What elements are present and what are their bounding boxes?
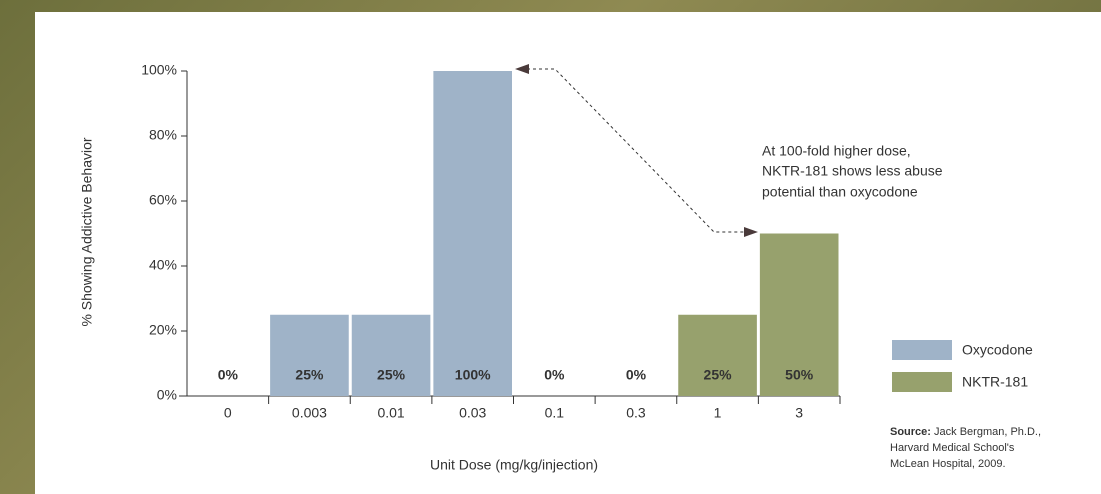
value-label: 0% xyxy=(544,367,565,383)
x-tick-label: 3 xyxy=(795,405,803,421)
y-tick-label: 80% xyxy=(149,127,177,143)
source-line: Jack Bergman, Ph.D., xyxy=(934,426,1041,438)
x-tick-label: 1 xyxy=(714,405,722,421)
x-tick-label: 0.1 xyxy=(545,405,565,421)
bar xyxy=(433,71,512,396)
source: Source: Jack Bergman, Ph.D., xyxy=(890,426,1041,438)
chart: % Showing Addictive Behavior Unit Dose (… xyxy=(0,0,1101,494)
value-label: 50% xyxy=(785,367,814,383)
y-axis-title: % Showing Addictive Behavior xyxy=(79,137,95,326)
annotation: NKTR-181 shows less abuse xyxy=(762,163,943,179)
value-label: 0% xyxy=(626,367,647,383)
value-label: 25% xyxy=(377,367,406,383)
legend-swatch xyxy=(892,340,952,360)
value-label: 25% xyxy=(295,367,324,383)
bar xyxy=(352,315,431,396)
y-tick-label: 60% xyxy=(149,192,177,208)
y-tick-label: 0% xyxy=(157,387,177,403)
panel xyxy=(35,12,1101,494)
value-label: 100% xyxy=(455,367,491,383)
page: % Showing Addictive Behavior Unit Dose (… xyxy=(0,0,1101,494)
annotation: At 100-fold higher dose, xyxy=(762,143,911,159)
x-axis-title: Unit Dose (mg/kg/injection) xyxy=(430,457,598,473)
x-tick-label: 0 xyxy=(224,405,232,421)
source-label: Source: xyxy=(890,426,931,438)
y-tick-label: 100% xyxy=(141,62,177,78)
value-label: 0% xyxy=(218,367,239,383)
value-label: 25% xyxy=(704,367,733,383)
x-tick-label: 0.3 xyxy=(626,405,646,421)
x-tick-label: 0.01 xyxy=(377,405,404,421)
source-line: Harvard Medical School's xyxy=(890,442,1015,454)
legend-label: Oxycodone xyxy=(962,342,1033,358)
legend-label: NKTR-181 xyxy=(962,374,1028,390)
x-tick-label: 0.03 xyxy=(459,405,486,421)
legend-swatch xyxy=(892,372,952,392)
x-tick-label: 0.003 xyxy=(292,405,327,421)
bar xyxy=(270,315,349,396)
bar xyxy=(678,315,757,396)
source-line: McLean Hospital, 2009. xyxy=(890,458,1006,470)
y-tick-label: 40% xyxy=(149,257,177,273)
annotation: potential than oxycodone xyxy=(762,184,918,200)
y-tick-label: 20% xyxy=(149,322,177,338)
